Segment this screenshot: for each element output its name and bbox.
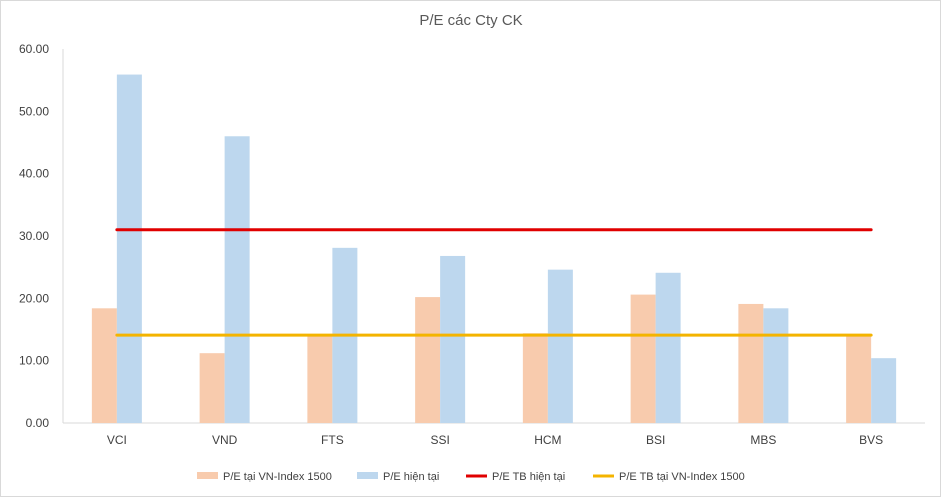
x-tick-label: HCM — [534, 433, 561, 447]
y-tick-label: 10.00 — [19, 354, 49, 368]
legend: P/E tại VN-Index 1500 P/E hiện tại P/E TB … — [197, 471, 745, 483]
bar — [91, 308, 117, 423]
x-tick-label: VND — [212, 433, 238, 447]
y-tick-label: 40.00 — [19, 167, 49, 181]
x-tick-label: BVS — [859, 433, 883, 447]
bar — [199, 353, 225, 423]
legend-item: P/E tại VN-Index 1500 — [197, 471, 332, 483]
bar — [871, 358, 897, 423]
bar — [738, 303, 764, 423]
legend-swatch — [357, 472, 378, 479]
x-tick-label: MBS — [750, 433, 776, 447]
legend-label: P/E TB tại VN-Index 1500 — [619, 471, 745, 483]
y-tick-label: 20.00 — [19, 291, 49, 305]
y-tick-label: 0.00 — [26, 416, 50, 430]
y-tick-label: 30.00 — [19, 229, 49, 243]
legend-swatch — [197, 472, 218, 479]
bar — [522, 333, 548, 423]
x-tick-label: FTS — [321, 433, 344, 447]
bar — [116, 74, 142, 423]
legend-item: P/E hiện tại — [357, 471, 439, 483]
bar — [630, 294, 656, 423]
x-tick-label: BSI — [646, 433, 665, 447]
legend-label: P/E hiện tại — [383, 471, 439, 483]
y-tick-label: 50.00 — [19, 104, 49, 118]
x-tick-label: VCI — [107, 433, 127, 447]
chart-title: P/E các Cty CK — [419, 12, 522, 29]
bar — [763, 308, 789, 423]
legend-label: P/E TB hiện tại — [492, 471, 565, 483]
bar — [547, 269, 573, 423]
legend-item: P/E TB hiện tại — [466, 471, 565, 483]
bar — [655, 272, 681, 423]
legend-label: P/E tại VN-Index 1500 — [223, 471, 332, 483]
legend-item: P/E TB tại VN-Index 1500 — [593, 471, 745, 483]
bar — [307, 335, 333, 423]
plot-area: 0.00 10.00 20.00 30.00 40.00 50.00 60.00 VCI VND… — [19, 42, 925, 447]
bar — [440, 255, 466, 423]
bar — [415, 297, 441, 423]
y-tick-label: 60.00 — [19, 42, 49, 56]
bar — [846, 335, 872, 423]
bar — [224, 136, 250, 423]
x-tick-label: SSI — [430, 433, 449, 447]
